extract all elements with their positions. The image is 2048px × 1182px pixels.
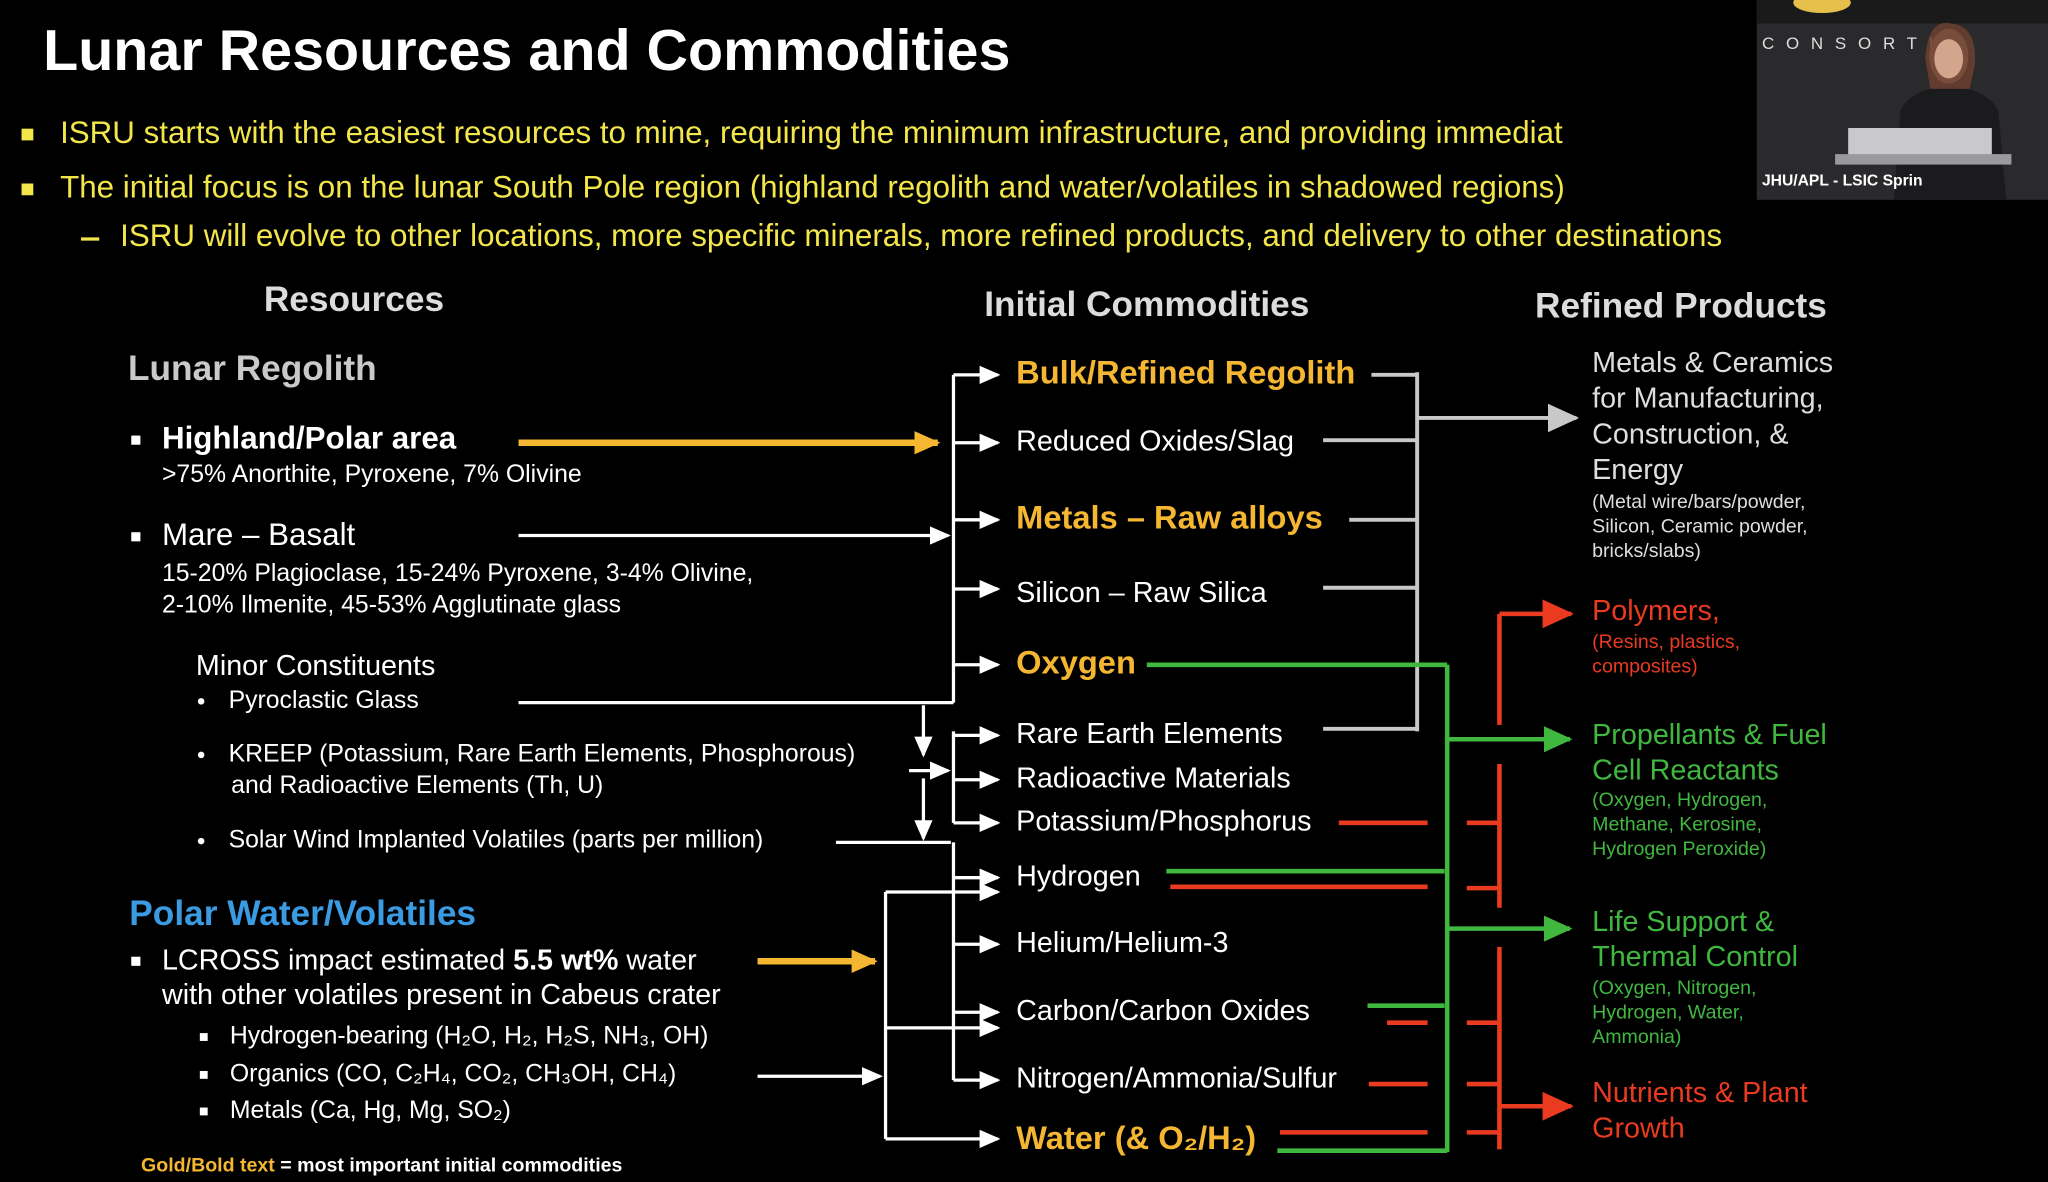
lcross-line2: with other volatiles present in Cabeus c…	[161, 979, 721, 1011]
footnote-highlight: Gold/Bold text	[141, 1154, 275, 1176]
product-detail: Hydrogen Peroxide)	[1592, 838, 1766, 860]
product-name: Construction, &	[1592, 418, 1788, 450]
minor-item: Pyroclastic Glass	[229, 687, 419, 714]
bullet-text: The initial focus is on the lunar South …	[60, 170, 1565, 205]
bullet-square	[131, 956, 141, 966]
product-name: Polymers,	[1592, 595, 1720, 627]
bullet-dot	[197, 698, 205, 705]
polar-item: Hydrogen-bearing (H₂O, H₂, H₂S, NH₃, OH)	[230, 1023, 709, 1050]
product-name: Metals & Ceramics	[1592, 347, 1833, 379]
column-header: Initial Commodities	[984, 285, 1309, 324]
webcam-podium-top	[1835, 154, 2012, 165]
bullet-square	[21, 183, 34, 196]
bullet-square	[131, 435, 141, 445]
minor-item: and Radioactive Elements (Th, U)	[231, 772, 603, 799]
commodity: Radioactive Materials	[1016, 762, 1291, 794]
bullet-square	[21, 128, 34, 141]
product-name: Cell Reactants	[1592, 754, 1779, 786]
commodity: Bulk/Refined Regolith	[1016, 353, 1355, 390]
commodity: Water (& O₂/H₂)	[1016, 1119, 1256, 1156]
product-detail: Ammonia)	[1592, 1026, 1681, 1048]
product-detail: (Oxygen, Nitrogen,	[1592, 977, 1756, 999]
resource-detail: 15-20% Plagioclase, 15-24% Pyroxene, 3-4…	[162, 560, 753, 587]
commodity: Silicon – Raw Silica	[1016, 577, 1267, 609]
bullet-square	[131, 532, 141, 542]
bullet-square	[199, 1107, 208, 1116]
webcam-podium	[1848, 127, 1992, 157]
lcross-before: LCROSS impact estimated	[162, 944, 505, 976]
product-detail: bricks/slabs)	[1592, 540, 1701, 562]
resource-name: Highland/Polar area	[162, 420, 457, 455]
product-name: Propellants & Fuel	[1592, 719, 1827, 751]
commodity: Carbon/Carbon Oxides	[1016, 995, 1310, 1027]
bullet-dot	[197, 837, 205, 845]
commodity: Reduced Oxides/Slag	[1016, 425, 1294, 457]
minor-item: KREEP (Potassium, Rare Earth Elements, P…	[229, 740, 856, 767]
commodity: Potassium/Phosphorus	[1016, 805, 1311, 837]
lcross-line: LCROSS impact estimated 5.5 wt% water	[162, 944, 697, 976]
minor-item: Solar Wind Implanted Volatiles (parts pe…	[229, 827, 764, 854]
footnote-rest: = most important initial commodities	[280, 1154, 622, 1176]
product-name: Nutrients & Plant	[1592, 1077, 1808, 1109]
bullet-text: ISRU starts with the easiest resources t…	[60, 115, 1563, 150]
polar-heading: Polar Water/Volatiles	[129, 894, 476, 933]
sub-bullet-text: ISRU will evolve to other locations, mor…	[120, 218, 1722, 253]
webcam: CONSORTIU JHU/APL - LSIC Sprin	[1756, 0, 2048, 200]
product-name: for Manufacturing,	[1592, 383, 1823, 415]
product-detail: Silicon, Ceramic powder,	[1592, 516, 1807, 538]
webcam-person-face	[1934, 39, 1964, 79]
footnote: Gold/Bold text = most important initial …	[141, 1154, 622, 1176]
product-detail: (Metal wire/bars/powder,	[1592, 491, 1805, 513]
bullet-square	[199, 1070, 208, 1079]
bullet-square	[199, 1033, 208, 1041]
bullet-dot	[197, 751, 205, 759]
commodity: Rare Earth Elements	[1016, 718, 1283, 750]
webcam-caption: JHU/APL - LSIC Sprin	[1762, 173, 1923, 190]
regolith-heading: Lunar Regolith	[128, 349, 377, 388]
product-detail: (Resins, plastics,	[1592, 631, 1740, 653]
product-detail: Methane, Kerosine,	[1592, 813, 1762, 835]
polar-item: Organics (CO, C₂H₄, CO₂, CH₃OH, CH₄)	[230, 1060, 676, 1087]
commodity: Oxygen	[1016, 643, 1136, 680]
commodity: Helium/Helium-3	[1016, 927, 1228, 959]
resource-name: Mare – Basalt	[162, 517, 356, 552]
webcam-logo-mark	[1793, 0, 1851, 14]
lcross-bold: 5.5 wt%	[513, 944, 618, 976]
product-name: Energy	[1592, 454, 1684, 486]
product-detail: (Oxygen, Hydrogen,	[1592, 789, 1767, 811]
product-name: Growth	[1592, 1112, 1685, 1144]
resource-detail: 2-10% Ilmenite, 45-53% Agglutinate glass	[162, 592, 621, 619]
commodity: Nitrogen/Ammonia/Sulfur	[1016, 1063, 1337, 1095]
product-detail: composites)	[1592, 655, 1698, 677]
column-header: Refined Products	[1535, 287, 1827, 326]
commodity: Hydrogen	[1016, 860, 1141, 892]
resource-detail: >75% Anorthite, Pyroxene, 7% Olivine	[162, 461, 582, 488]
product-name: Thermal Control	[1592, 941, 1798, 973]
content: Lunar Resources and Commodities ISRU star…	[21, 19, 1833, 1156]
slide-title: Lunar Resources and Commodities	[43, 19, 1010, 83]
column-header: Resources	[264, 280, 444, 319]
webcam-logo-text: CONSORTIU	[1762, 34, 1969, 53]
commodity: Metals – Raw alloys	[1016, 498, 1323, 535]
minor-heading: Minor Constituents	[196, 650, 435, 682]
product-detail: Hydrogen, Water,	[1592, 1001, 1744, 1023]
polar-item: Metals (Ca, Hg, Mg, SO₂)	[230, 1097, 511, 1124]
product-name: Life Support &	[1592, 906, 1774, 938]
lcross-after: water	[625, 944, 697, 976]
